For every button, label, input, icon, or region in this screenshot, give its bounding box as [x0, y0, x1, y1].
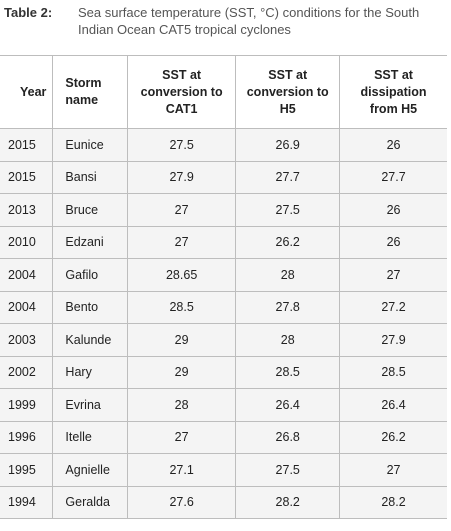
table-cell: Itelle — [52, 420, 128, 454]
table-cell: Gafilo — [52, 258, 128, 292]
header-cell: Year — [0, 55, 54, 129]
table-cell: 27.1 — [127, 453, 237, 487]
table-cell: Evrina — [52, 388, 128, 422]
table-cell: 28 — [235, 258, 341, 292]
table-row: 2010 Edzani 27 26.2 26 — [0, 225, 447, 259]
table-row: 1995 Agnielle 27.1 27.5 27 — [0, 453, 447, 487]
table-row: 1996 Itelle 27 26.8 26.2 — [0, 420, 447, 454]
caption: Table 2: Sea surface temperature (SST, °… — [4, 4, 444, 38]
table-row: 2002 Hary 29 28.5 28.5 — [0, 355, 447, 389]
table-cell: 28.5 — [127, 290, 237, 324]
table-cell: Hary — [52, 355, 128, 389]
table-row: 2015 Eunice 27.5 26.9 26 — [0, 128, 447, 162]
table-cell: 27.2 — [339, 290, 447, 324]
table-cell: 2003 — [0, 323, 54, 357]
table-cell: 26 — [339, 225, 447, 259]
table-cell: Bruce — [52, 193, 128, 227]
header-cell: SST at conversion to CAT1 — [127, 55, 237, 129]
table-cell: 1994 — [0, 485, 54, 519]
table-cell: 27 — [339, 258, 447, 292]
table-row: 1994 Geralda 27.6 28.2 28.2 — [0, 485, 447, 519]
table-cell: 27.5 — [127, 128, 237, 162]
table-body: 2015 Eunice 27.5 26.9 26 2015 Bansi 27.9 27.7 27.… — [0, 128, 447, 519]
table-cell: 28.2 — [235, 485, 341, 519]
table-cell: 27.6 — [127, 485, 237, 519]
table-cell: 27.5 — [235, 193, 341, 227]
table-cell: 28 — [127, 388, 237, 422]
table-cell: 2010 — [0, 225, 54, 259]
table-cell: 27.8 — [235, 290, 341, 324]
table-cell: 2004 — [0, 258, 54, 292]
table-cell: Kalunde — [52, 323, 128, 357]
table-cell: 27.9 — [127, 160, 237, 194]
table-cell: 26.8 — [235, 420, 341, 454]
table-cell: 27 — [339, 453, 447, 487]
table-cell: 28 — [235, 323, 341, 357]
table-cell: 2015 — [0, 160, 54, 194]
table-cell: 27 — [127, 193, 237, 227]
table-cell: Bansi — [52, 160, 128, 194]
table-cell: 2004 — [0, 290, 54, 324]
table-cell: 26 — [339, 193, 447, 227]
table-cell: 29 — [127, 355, 237, 389]
table-cell: 2002 — [0, 355, 54, 389]
table-cell: 27 — [127, 420, 237, 454]
table-cell: 27.9 — [339, 323, 447, 357]
table-cell: Agnielle — [52, 453, 128, 487]
table-cell: Edzani — [52, 225, 128, 259]
table-cell: Bento — [52, 290, 128, 324]
table-cell: 27.7 — [235, 160, 341, 194]
table-cell: Geralda — [52, 485, 128, 519]
table-cell: 2015 — [0, 128, 54, 162]
table-cell: 28.65 — [127, 258, 237, 292]
header-row: Year Storm name SST at conversion to CAT1 S… — [0, 55, 447, 129]
table-cell: 26.4 — [339, 388, 447, 422]
table-cell: 28.2 — [339, 485, 447, 519]
table-cell: 1995 — [0, 453, 54, 487]
caption-text: Sea surface temperature (SST, °C) condit… — [78, 5, 420, 37]
header-cell: SST at dissipation from H5 — [339, 55, 447, 129]
table-row: 2015 Bansi 27.9 27.7 27.7 — [0, 160, 447, 194]
table-row: 1999 Evrina 28 26.4 26.4 — [0, 388, 447, 422]
table-cell: 29 — [127, 323, 237, 357]
header-cell: Storm name — [52, 55, 128, 129]
table-cell: 27 — [127, 225, 237, 259]
table-row: 2004 Bento 28.5 27.8 27.2 — [0, 290, 447, 324]
table-cell: 26.2 — [235, 225, 341, 259]
table-cell: Eunice — [52, 128, 128, 162]
table-cell: 1996 — [0, 420, 54, 454]
table-row: 2003 Kalunde 29 28 27.9 — [0, 323, 447, 357]
table-row: 2004 Gafilo 28.65 28 27 — [0, 258, 447, 292]
table: Year Storm name SST at conversion to CAT1 S… — [0, 55, 447, 519]
table-cell: 1999 — [0, 388, 54, 422]
header-cell: SST at conversion to H5 — [235, 55, 341, 129]
table-cell: 26.4 — [235, 388, 341, 422]
table-cell: 27.5 — [235, 453, 341, 487]
table-row: 2013 Bruce 27 27.5 26 — [0, 193, 447, 227]
table-cell: 28.5 — [235, 355, 341, 389]
table-cell: 28.5 — [339, 355, 447, 389]
caption-label: Table 2: — [4, 5, 53, 20]
table-cell: 2013 — [0, 193, 54, 227]
table-cell: 27.7 — [339, 160, 447, 194]
table-cell: 26 — [339, 128, 447, 162]
table-cell: 26.2 — [339, 420, 447, 454]
table-cell: 26.9 — [235, 128, 341, 162]
